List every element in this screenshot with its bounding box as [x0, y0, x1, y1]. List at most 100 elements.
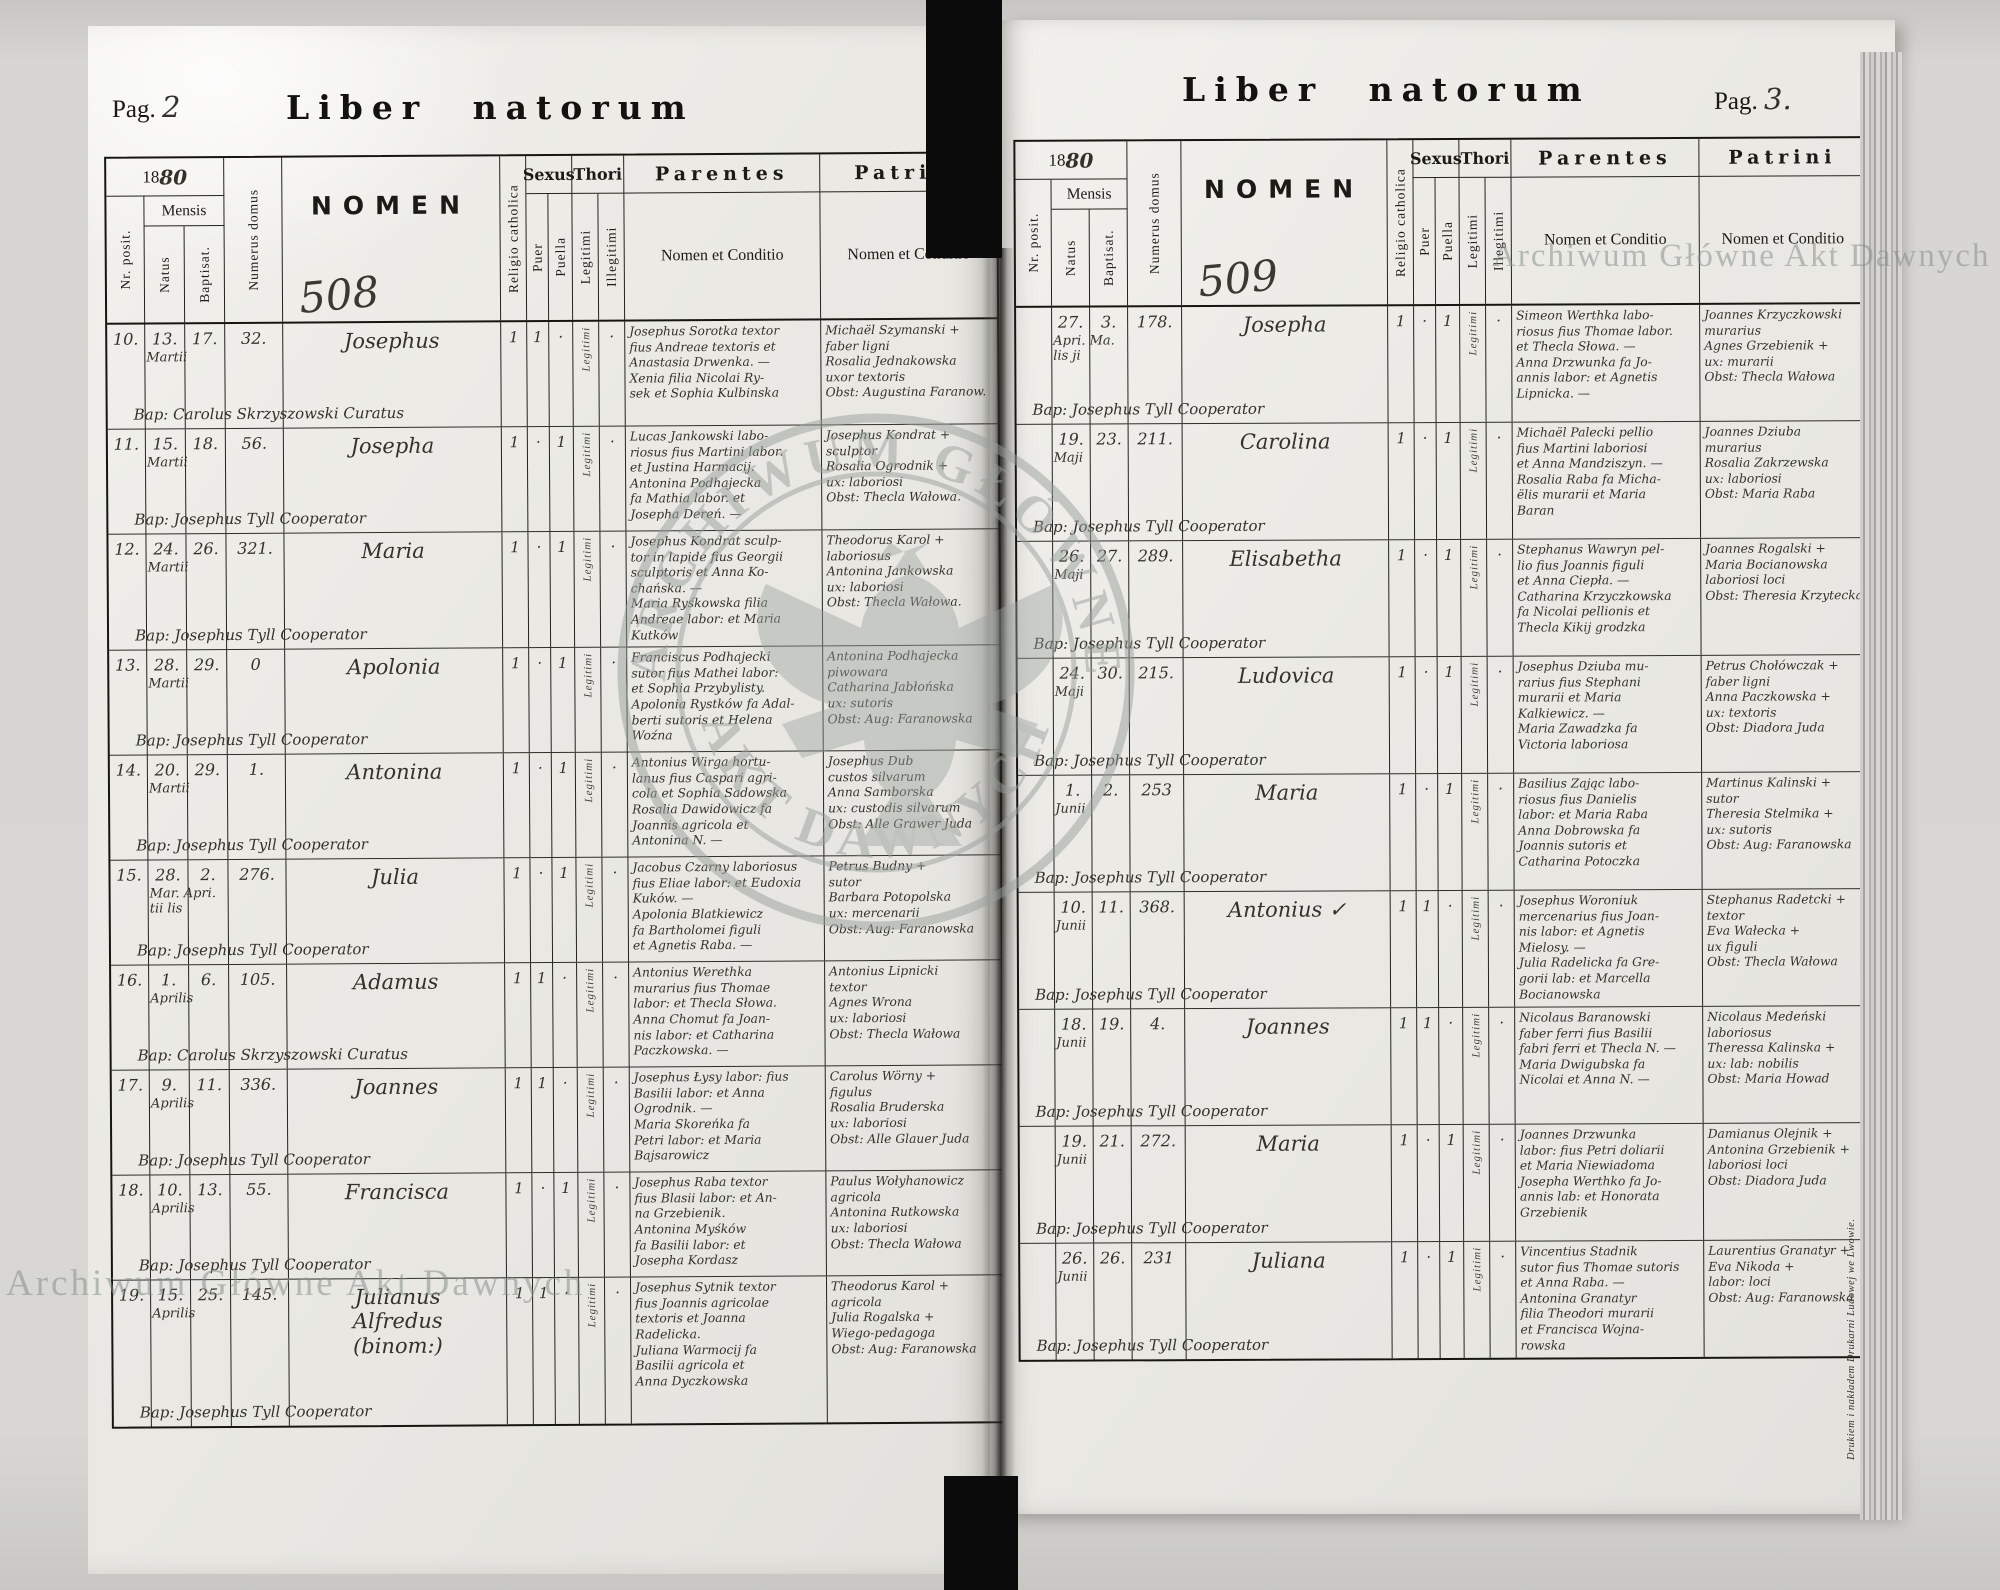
left-header-mount: 18 80 Nr. posit. Mensis Natus Baptisat. N…: [106, 153, 998, 325]
natus-day: 1.: [1064, 780, 1081, 800]
register-row: 18. 10. Aprilis 13. 55. Francisca Bap: Jo…: [112, 1170, 1003, 1281]
legitimi-label: Legitimi: [577, 229, 593, 285]
illegitimi-mark: ·: [604, 1277, 632, 1424]
register-row: 15. 28. Mar. Apri. tii lis 2. 276. Julia …: [110, 855, 1002, 966]
parentes-text: Vincentius Stadnik sutor fius Thomae sut…: [1516, 1240, 1705, 1358]
right-register-table: 18 80 Nr. posit. Mensis Natus Baptisat. N…: [1013, 136, 1873, 1362]
col-header-thori: Thori: [1459, 139, 1512, 178]
illegitimi-mark: ·: [1487, 539, 1514, 656]
patrini-text: Joannes Krzyczkowski murarius Agnes Grze…: [1704, 307, 1843, 385]
col-header-sexus: Sexus: [523, 155, 575, 195]
nr-posit-label: Nr. posit.: [117, 229, 133, 290]
year-printed: 18: [142, 166, 160, 187]
natus-label: Natus: [156, 256, 172, 293]
nomen-cell: Josephus Bap: Carolus Skrzyszowski Curat…: [134, 322, 502, 428]
year-header: 18 80: [106, 158, 225, 197]
legitimi-handwritten: Legitimi: [581, 653, 594, 698]
puer-label: Puer: [529, 242, 545, 272]
legitimi-cell: Legitimi: [577, 1067, 605, 1173]
right-page: Liber natorum Pag. 3. 18 80 Nr. posit. Me…: [1002, 20, 1895, 1514]
month-label: Junii: [1056, 1152, 1088, 1168]
nomen-cell: Maria Bap: Josephus Tyll Cooperator: [1036, 1125, 1393, 1243]
col-header-baptisat: Baptisat.: [184, 226, 226, 323]
natus-day: 26.: [1061, 1248, 1088, 1268]
register-row: 1. Junii 2. 253 Maria Bap: Josephus Tyll …: [1018, 772, 1869, 893]
nr-posit-label: Nr. posit.: [1025, 212, 1041, 273]
month-label: Martii: [148, 676, 190, 692]
legitimi-cell: Legitimi: [1463, 1124, 1491, 1241]
natus-label: Natus: [1062, 239, 1078, 276]
handwritten-page-number: 508: [296, 266, 382, 323]
col-header-parentes: Parentes: [1511, 138, 1700, 178]
col-header-illegitimi: Illegitimi: [598, 193, 626, 320]
legitimi-handwritten: Legitimi: [582, 758, 595, 803]
legitimi-handwritten: Legitimi: [584, 1073, 597, 1118]
register-row: 12. 24. Martii 26. 321. Maria Bap: Joseph…: [108, 529, 1000, 651]
month-label: Maji: [1053, 450, 1084, 466]
nomen-et-conditio-label: Nomen et Conditio: [1721, 230, 1845, 248]
legitimi-handwritten: Legitimi: [1468, 661, 1481, 707]
illegitimi-mark: ·: [603, 1067, 631, 1172]
baptizer-note: Bap: Josephus Tyll Cooperator: [134, 509, 366, 529]
legitimi-cell: Legitimi: [1460, 422, 1488, 539]
register-row: 26. Junii 26. 231 Juliana Bap: Josephus T…: [1020, 1240, 1870, 1360]
illegitimi-mark: ·: [1490, 1241, 1517, 1358]
nomen-cell: Maria Bap: Josephus Tyll Cooperator: [1035, 774, 1391, 892]
nomen-et-conditio-label: Nomen et Conditio: [660, 246, 784, 265]
legitimi-cell: Legitimi: [576, 857, 604, 963]
child-name: Apolonia: [346, 654, 441, 680]
patrini-text: Josephus Kondrat + sculptor Rosalia Ogro…: [825, 427, 962, 505]
legitimi-handwritten: Legitimi: [585, 1283, 598, 1328]
nomen-cell: Francisca Bap: Josephus Tyll Cooperator: [139, 1173, 507, 1279]
baptizer-note: Bap: Josephus Tyll Cooperator: [136, 940, 369, 960]
col-header-patrini: Patrini: [1699, 138, 1866, 177]
baptisat-label: Baptisat.: [1100, 229, 1116, 286]
nomen-cell: Josepha Bap: Josephus Tyll Cooperator: [134, 427, 503, 533]
baptizer-note: Bap: Josephus Tyll Cooperator: [134, 625, 367, 645]
nomen-cell: Apolonia Bap: Josephus Tyll Cooperator: [136, 648, 504, 754]
baptizer-note: Bap: Josephus Tyll Cooperator: [139, 1402, 372, 1422]
baptizer-note: Bap: Josephus Tyll Cooperator: [1034, 750, 1266, 770]
mensis-label: Mensis: [1066, 184, 1112, 203]
parentes-text: Lucas Jankowski labo- riosus fius Martin…: [625, 425, 823, 531]
month-label: Martii: [146, 350, 188, 366]
baptizer-note: Bap: Carolus Skrzyszowski Curatus: [133, 403, 405, 424]
register-row: 19. Maji 23. 211. Carolina Bap: Josephus …: [1016, 421, 1868, 542]
parentes-text: Jacobus Czarny laboriosus fius Eliae lab…: [628, 856, 826, 962]
legitimi-cell: Legitimi: [575, 647, 602, 753]
nomen-cell: Joannes Bap: Josephus Tyll Cooperator: [1036, 1008, 1392, 1126]
natus-day: 15.: [152, 434, 179, 454]
illegitimi-mark: ·: [599, 426, 627, 531]
patrini-text: Michaël Szymanski + faber ligni Rosalia …: [825, 322, 987, 400]
nomen-cell: Elisabetha Bap: Josephus Tyll Cooperator: [1033, 540, 1390, 658]
patrini-label: Patrini: [1728, 145, 1837, 169]
month-label: Junii: [1055, 801, 1086, 817]
illegitimi-mark: ·: [601, 752, 629, 857]
child-name: Elisabetha: [1229, 546, 1342, 571]
col-header-numerus-domus: Numerus domus: [224, 157, 284, 323]
col-header-numerus-domus: Numerus domus: [1127, 141, 1183, 306]
parentes-text: Franciscus Podhajecki sutor fius Mathei …: [627, 646, 824, 752]
natus-day: 19.: [1058, 429, 1084, 449]
illegitimi-mark: ·: [603, 962, 630, 1067]
parentes-text: Antonius Werethka murarius fius Thomae l…: [629, 961, 826, 1067]
legitimi-cell: Legitimi: [1460, 305, 1487, 422]
col-header-mensis: Mensis: [1051, 179, 1128, 210]
col-header-mensis: Mensis: [144, 196, 225, 227]
register-row: 19. Junii 21. 272. Maria Bap: Josephus Ty…: [1019, 1123, 1871, 1244]
page-stack-edges: [1860, 52, 1902, 1520]
right-rows: 27. Apri. Ma. lis ji 3. 178. Josepha Bap:…: [1016, 304, 1871, 1360]
col-header-natus: Natus: [1051, 209, 1091, 306]
baptizer-note: Bap: Josephus Tyll Cooperator: [1036, 1218, 1268, 1238]
puer-label: Puer: [1416, 226, 1432, 256]
printer-imprint: Drukiem i nakładem Drukarni Ludowej we L…: [1846, 1218, 1857, 1460]
table-header: 18 80 Nr. posit. Mensis Natus Baptisat. N…: [106, 153, 998, 325]
pag-number-handwritten: 2: [162, 90, 181, 124]
legitimi-cell: Legitimi: [578, 1277, 606, 1425]
col-header-puella: Puella: [548, 193, 574, 321]
child-name: Maria: [361, 538, 425, 564]
month-label: Junii: [1056, 1035, 1087, 1051]
legitimi-handwritten: Legitimi: [584, 1178, 598, 1223]
illegitimi-mark: ·: [1488, 773, 1515, 890]
